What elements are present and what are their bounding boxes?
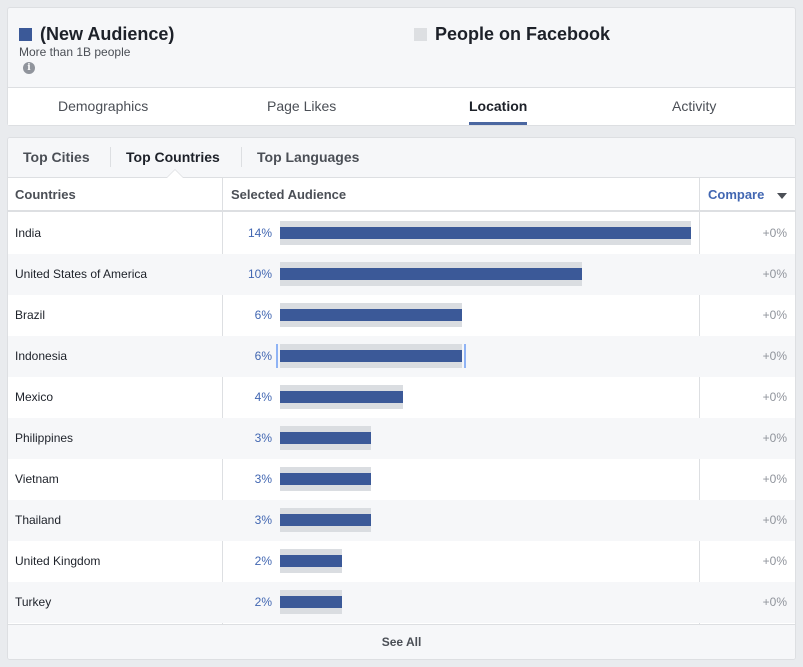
compare-value: +0% (762, 554, 787, 568)
sub-tab-divider (241, 147, 242, 167)
audience-percent: 2% (254, 595, 272, 609)
country-name: Mexico (15, 390, 54, 404)
audience-percent: 4% (254, 390, 272, 404)
table-row[interactable]: India 14% +0% (8, 213, 795, 254)
audience-percent: 2% (254, 554, 272, 568)
table-row[interactable]: United Kingdom 2% +0% (8, 541, 795, 582)
new-audience-title: (New Audience) (40, 24, 175, 44)
selected-audience-bar[interactable] (280, 473, 371, 485)
table-row[interactable]: United States of America 10% +0% (8, 254, 795, 295)
country-name: Thailand (15, 513, 62, 527)
audience-percent: 6% (254, 349, 272, 363)
tab-demographics[interactable]: Demographics (58, 88, 148, 126)
tab-page-likes[interactable]: Page Likes (267, 88, 336, 126)
new-audience-legend: (New Audience) (19, 24, 174, 45)
see-all-button[interactable]: See All (8, 624, 795, 659)
facebook-audience-legend: People on Facebook (414, 24, 610, 45)
compare-value: +0% (762, 513, 787, 527)
audience-size: More than 1B people (19, 45, 131, 59)
sub-tab-label: Top Cities (23, 149, 90, 165)
country-name: Philippines (15, 431, 74, 445)
facebook-audience-title: People on Facebook (435, 24, 611, 44)
selected-audience-bar[interactable] (280, 350, 462, 362)
table-row[interactable]: Thailand 3% +0% (8, 500, 795, 541)
new-audience-swatch (19, 28, 32, 41)
bar-hover-highlight (276, 344, 466, 368)
compare-label: Compare (708, 187, 765, 202)
tab-activity[interactable]: Activity (672, 88, 716, 126)
selected-audience-bar[interactable] (280, 555, 342, 567)
main-tabs: Demographics Page Likes Location Activit… (8, 87, 795, 125)
tab-location[interactable]: Location (469, 88, 528, 126)
compare-value: +0% (762, 431, 787, 445)
tab-top-countries[interactable]: Top Countries (126, 138, 220, 176)
selected-audience-bar[interactable] (280, 268, 582, 280)
country-name: United Kingdom (15, 554, 101, 568)
selected-audience-bar[interactable] (280, 432, 371, 444)
location-panel: Top Cities Top Countries Top Languages C… (7, 137, 796, 660)
selected-audience-bar[interactable] (280, 391, 403, 403)
selected-audience-bar[interactable] (280, 514, 371, 526)
compare-value: +0% (762, 226, 787, 240)
table-row[interactable]: Turkey 2% +0% (8, 582, 795, 623)
sub-tab-label: Top Countries (126, 149, 220, 165)
country-name: Indonesia (15, 349, 68, 363)
tab-label: Activity (672, 98, 717, 114)
audience-percent: 6% (254, 308, 272, 322)
tab-label: Page Likes (267, 98, 337, 114)
country-name: Turkey (15, 595, 52, 609)
tab-label: Location (469, 98, 528, 114)
tab-top-languages[interactable]: Top Languages (257, 138, 359, 176)
tab-label: Demographics (58, 98, 149, 114)
audience-percent: 3% (254, 472, 272, 486)
column-divider (699, 178, 700, 625)
audience-percent: 3% (254, 513, 272, 527)
compare-dropdown[interactable]: Compare (708, 178, 764, 212)
tab-top-cities[interactable]: Top Cities (23, 138, 90, 176)
sub-tab-divider (110, 147, 111, 167)
compare-value: +0% (762, 595, 787, 609)
compare-value: +0% (762, 390, 787, 404)
chevron-down-icon[interactable] (777, 193, 787, 199)
table-header: Countries Selected Audience Compare (8, 178, 795, 212)
table-row[interactable]: Indonesia 6% +0% (8, 336, 795, 377)
audience-percent: 3% (254, 431, 272, 445)
country-name: Vietnam (15, 472, 59, 486)
sub-tab-label: Top Languages (257, 149, 360, 165)
table-row[interactable]: Mexico 4% +0% (8, 377, 795, 418)
country-name: India (15, 226, 42, 240)
info-icon[interactable]: i (23, 62, 35, 74)
active-sub-tab-pointer (167, 170, 183, 178)
selected-audience-bar[interactable] (280, 596, 342, 608)
column-header-countries: Countries (15, 187, 76, 202)
location-sub-tabs: Top Cities Top Countries Top Languages (8, 138, 795, 178)
selected-audience-bar[interactable] (280, 227, 691, 239)
country-name: United States of America (15, 267, 148, 281)
see-all-label: See All (381, 635, 422, 649)
table-row[interactable]: Brazil 6% +0% (8, 295, 795, 336)
facebook-audience-swatch (414, 28, 427, 41)
audience-header-card: (New Audience) More than 1B people i Peo… (7, 7, 796, 126)
compare-value: +0% (762, 267, 787, 281)
column-divider (222, 178, 223, 625)
active-tab-indicator (469, 122, 528, 125)
compare-value: +0% (762, 308, 787, 322)
audience-percent: 10% (247, 267, 272, 281)
compare-value: +0% (762, 472, 787, 486)
compare-value: +0% (762, 349, 787, 363)
audience-percent: 14% (247, 226, 272, 240)
column-header-selected-audience: Selected Audience (231, 187, 347, 202)
table-row[interactable]: Philippines 3% +0% (8, 418, 795, 459)
selected-audience-bar[interactable] (280, 309, 462, 321)
table-row[interactable]: Vietnam 3% +0% (8, 459, 795, 500)
country-name: Brazil (15, 308, 46, 322)
